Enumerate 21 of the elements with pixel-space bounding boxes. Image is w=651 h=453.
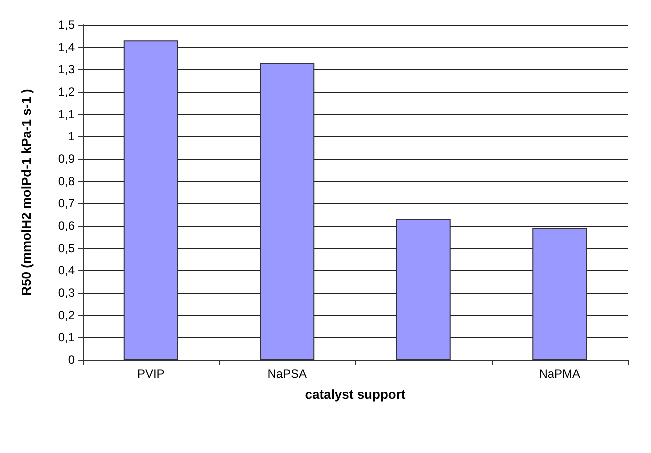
y-tick-label: 1 [68, 130, 76, 144]
y-tick-label: 0,4 [58, 264, 76, 278]
x-tick-label: PVIP [137, 367, 165, 381]
y-tick-label: 1,3 [58, 62, 76, 77]
y-tick-label: 0,8 [58, 174, 76, 188]
y-tick-label: 0 [68, 353, 76, 367]
x-tick-label: NaPMA [539, 367, 581, 381]
x-axis-title: catalyst support [305, 387, 406, 402]
y-tick-label: 1,2 [58, 85, 76, 99]
y-tick-label: 1,4 [58, 40, 76, 54]
y-tick-label: 0,9 [58, 152, 76, 166]
y-tick-label: 0,3 [58, 286, 76, 300]
y-tick-label: 0,7 [58, 196, 76, 211]
y-tick-label: 1,5 [58, 18, 76, 32]
y-tick-label: 0,1 [58, 330, 76, 345]
x-tick-label: NaPSA [268, 367, 308, 381]
y-tick-label: 0,2 [58, 308, 76, 322]
y-tick-label: 0,5 [58, 241, 76, 256]
y-tick-label: 1,1 [58, 107, 76, 122]
y-axis-title: R50 (mmolH2 molPd-1 kPa-1 s-1 ) [19, 89, 34, 296]
y-tick-label: 0,6 [58, 219, 76, 233]
